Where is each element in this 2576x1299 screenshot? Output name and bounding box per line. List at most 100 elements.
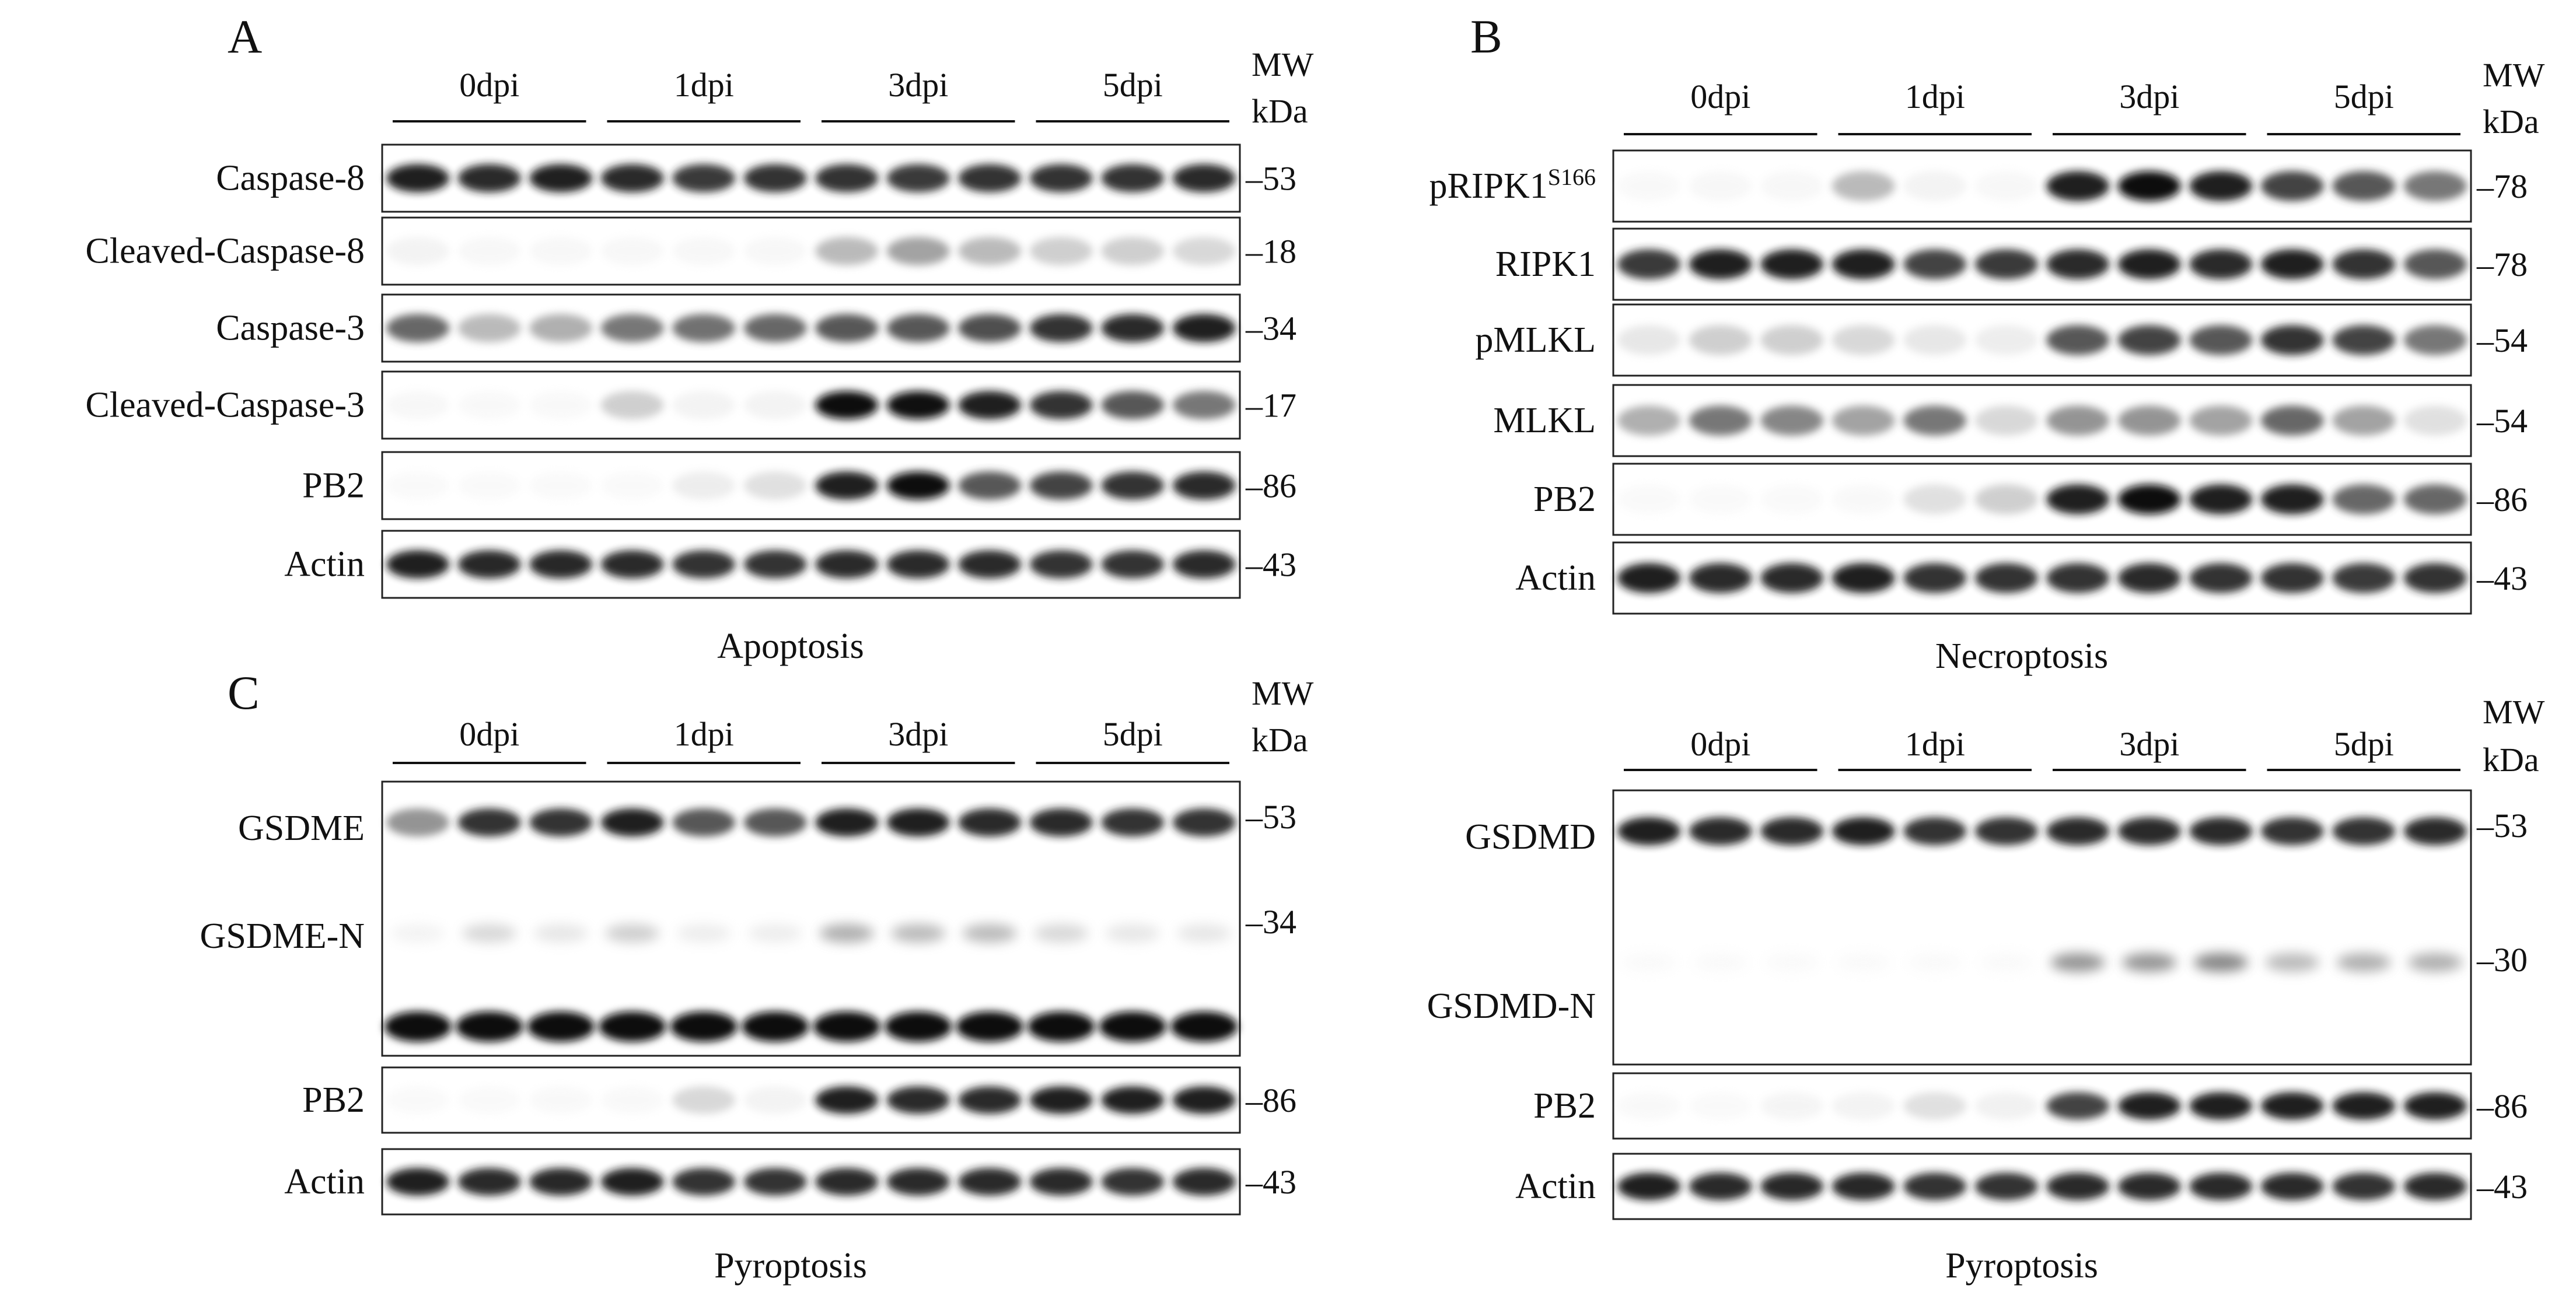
mw-marker: –53 bbox=[1245, 798, 1296, 836]
blot-label: PB2 bbox=[302, 466, 365, 506]
band bbox=[386, 164, 450, 192]
mw-header: MW bbox=[1252, 674, 1314, 712]
band bbox=[1831, 1092, 1895, 1120]
band bbox=[886, 471, 950, 500]
band bbox=[1974, 563, 2038, 593]
band bbox=[1760, 1172, 1824, 1200]
band bbox=[1903, 171, 1967, 201]
band bbox=[1101, 164, 1165, 192]
band bbox=[1760, 484, 1824, 514]
band bbox=[386, 471, 450, 500]
band bbox=[886, 808, 950, 836]
band bbox=[958, 1086, 1022, 1114]
band bbox=[2403, 1092, 2467, 1120]
blot-cleaved-caspase-8: Cleaved-Caspase-8 –18 bbox=[85, 216, 1296, 286]
cleaved-band bbox=[819, 924, 874, 943]
panel-caption: Necroptosis bbox=[1935, 636, 2108, 676]
band bbox=[529, 314, 593, 342]
mw-marker: –34 bbox=[1245, 310, 1296, 348]
blot-gsdmd: GSDMD GSDMD-N –53 –30 bbox=[1427, 789, 2528, 1066]
band bbox=[2332, 484, 2396, 514]
band bbox=[2117, 405, 2181, 436]
band bbox=[2189, 405, 2253, 436]
mw-marker: –86 bbox=[1245, 467, 1296, 505]
blot-mlkl: MLKL –54 bbox=[1493, 384, 2528, 457]
band bbox=[386, 550, 450, 579]
band bbox=[2117, 325, 2181, 355]
band bbox=[815, 550, 879, 579]
band bbox=[1974, 484, 2038, 514]
band bbox=[2332, 249, 2396, 279]
band bbox=[1029, 314, 1093, 342]
cleaved-band bbox=[1693, 953, 1748, 972]
band bbox=[1831, 1172, 1895, 1200]
blot-label: Actin bbox=[1515, 558, 1596, 598]
mw-marker: –54 bbox=[2476, 402, 2528, 440]
band bbox=[457, 237, 521, 265]
band bbox=[2189, 1172, 2253, 1200]
band bbox=[1617, 563, 1681, 593]
band bbox=[1101, 1168, 1165, 1196]
lower-band bbox=[885, 1011, 952, 1042]
lower-band bbox=[742, 1011, 809, 1042]
blot-label: GSDMD-N bbox=[1427, 986, 1596, 1026]
band bbox=[2046, 325, 2110, 355]
band bbox=[2117, 817, 2181, 845]
panel-caption: Apoptosis bbox=[717, 626, 864, 666]
band bbox=[529, 471, 593, 500]
blot-label: Actin bbox=[284, 545, 365, 584]
group-label: 3dpi bbox=[2119, 78, 2179, 115]
band bbox=[2117, 249, 2181, 279]
band bbox=[672, 314, 736, 342]
band bbox=[529, 237, 593, 265]
blot-caspase-3: Caspase-3 –34 bbox=[216, 293, 1296, 363]
band bbox=[886, 1168, 950, 1196]
band bbox=[1974, 249, 2038, 279]
cleaved-band bbox=[605, 924, 660, 943]
mw-marker: –53 bbox=[1245, 160, 1296, 198]
panel-c: C 0dpi 1dpi 3dpi 5dpi MW kDa GSDME GSDME-N –53 –34… bbox=[200, 666, 1314, 1286]
band bbox=[958, 471, 1022, 500]
band bbox=[1172, 471, 1236, 500]
band bbox=[2260, 1092, 2324, 1120]
band bbox=[386, 237, 450, 265]
blot-label: GSDMD bbox=[1465, 817, 1596, 857]
mw-marker: –78 bbox=[2476, 246, 2528, 283]
band bbox=[958, 808, 1022, 836]
band bbox=[2403, 249, 2467, 279]
blot-label: Actin bbox=[284, 1162, 365, 1202]
band bbox=[2403, 563, 2467, 593]
mw-header: MW bbox=[2483, 693, 2545, 731]
group-label: 5dpi bbox=[1103, 66, 1163, 104]
band bbox=[1689, 484, 1752, 514]
band bbox=[1903, 1172, 1967, 1200]
band bbox=[958, 164, 1022, 192]
group-label: 5dpi bbox=[2334, 725, 2394, 763]
lower-band bbox=[456, 1011, 523, 1042]
group-label: 1dpi bbox=[674, 66, 734, 104]
blot-label: pRIPK1S166 bbox=[1429, 164, 1596, 206]
band bbox=[2046, 1092, 2110, 1120]
band bbox=[1617, 817, 1681, 845]
blot-frame bbox=[381, 143, 1241, 213]
band bbox=[2403, 325, 2467, 355]
band bbox=[2260, 563, 2324, 593]
lower-band bbox=[527, 1011, 595, 1042]
band bbox=[958, 314, 1022, 342]
band bbox=[1760, 171, 1824, 201]
lower-band bbox=[670, 1011, 738, 1042]
kda-header: kDa bbox=[2483, 103, 2539, 141]
band bbox=[1831, 405, 1895, 436]
blot-actin: Actin –43 bbox=[1515, 1153, 2528, 1220]
band bbox=[1831, 171, 1895, 201]
group-label: 0dpi bbox=[459, 66, 519, 104]
band bbox=[815, 471, 879, 500]
group-label: 0dpi bbox=[1690, 725, 1750, 763]
band bbox=[1974, 817, 2038, 845]
lower-band bbox=[1170, 1011, 1238, 1042]
band bbox=[457, 550, 521, 579]
blot-label: Caspase-3 bbox=[216, 309, 365, 348]
blot-frame bbox=[381, 370, 1241, 440]
group-label: 1dpi bbox=[674, 715, 734, 753]
band bbox=[886, 550, 950, 579]
